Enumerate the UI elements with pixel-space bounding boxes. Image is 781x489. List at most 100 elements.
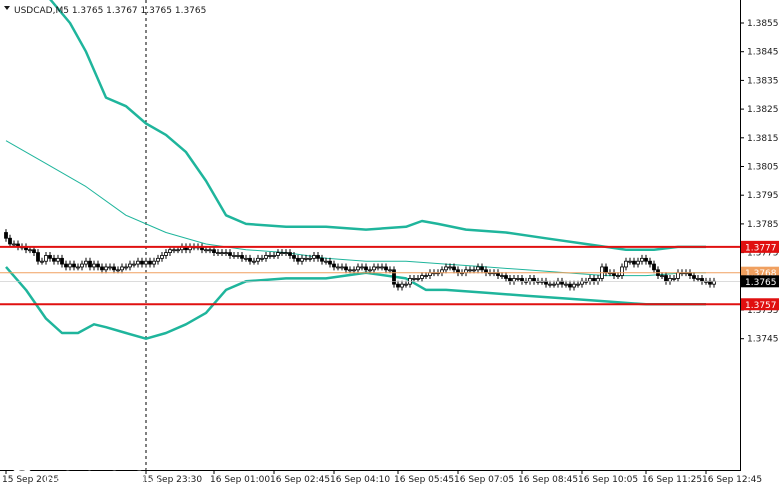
candle-body: [692, 275, 696, 279]
price-tick-label: 1.3745: [747, 335, 779, 345]
level-tag-upper-box: [741, 240, 779, 253]
candle-body: [712, 280, 716, 285]
candle-body: [320, 257, 324, 262]
candle-body: [668, 278, 672, 282]
candle-body: [288, 252, 292, 256]
levels: [0, 245, 740, 306]
time-tick-label: 15 Sep 23:30: [142, 475, 202, 485]
candle-body: [644, 257, 648, 262]
candle-body: [424, 275, 428, 277]
candle-body: [376, 266, 380, 269]
price-tick-label: 1.3835: [747, 76, 779, 86]
candle-body: [36, 252, 40, 262]
candle-body: [708, 280, 712, 285]
candle-body: [576, 283, 580, 286]
candle-body: [304, 257, 308, 260]
candle-body: [592, 278, 596, 282]
candle-body: [88, 260, 92, 268]
candle-body: [116, 269, 120, 272]
candle-body: [292, 255, 296, 259]
candle-body: [264, 255, 268, 259]
candle-body: [204, 249, 208, 252]
price-tick-label: 1.3815: [747, 134, 779, 144]
candle-body: [472, 269, 476, 272]
candle-body: [500, 275, 504, 277]
candle-body: [176, 249, 180, 252]
candle-body: [4, 232, 8, 239]
candle-body: [544, 280, 548, 285]
candle-body: [384, 266, 388, 271]
candle-body: [60, 257, 64, 265]
candle-body: [128, 263, 132, 268]
candle-body: [120, 266, 124, 271]
candle-body: [140, 260, 144, 265]
candle-body: [324, 260, 328, 263]
candle-body: [136, 260, 140, 265]
level-tag-upper-label: 1.3777: [745, 243, 777, 253]
candle-body: [224, 252, 228, 255]
candle-body: [696, 278, 700, 280]
candle-body: [96, 263, 100, 268]
candle-body: [556, 280, 560, 285]
candle-body: [660, 275, 664, 277]
candle-body: [208, 249, 212, 252]
chevron-down-icon[interactable]: [4, 6, 10, 10]
header: USDCAD,M5 1.3765 1.3767 1.3765 1.3765: [4, 6, 206, 16]
candle-body: [360, 266, 364, 269]
logo-tagline: Instant Forex Trading: [44, 474, 160, 487]
price-tick-label: 1.3755: [747, 306, 779, 316]
candle-body: [152, 260, 156, 265]
candle-body: [336, 266, 340, 269]
candle-body: [588, 278, 592, 282]
candle-body: [676, 272, 680, 279]
candle-body: [528, 278, 532, 282]
candle-body: [240, 255, 244, 259]
candle-body: [452, 266, 456, 271]
price-tick-label: 1.3845: [747, 48, 779, 58]
candle-body: [132, 263, 136, 266]
candle-body: [396, 283, 400, 288]
candle-body: [580, 280, 584, 285]
candle-body: [232, 255, 236, 257]
candle-body: [308, 257, 312, 260]
time-tick-label: 16 Sep 04:10: [330, 475, 390, 485]
logo-mark-icon: [12, 452, 33, 468]
candle-body: [604, 266, 608, 274]
candle-body: [248, 257, 252, 262]
candle-body: [348, 269, 352, 272]
candle-body: [560, 280, 564, 285]
candle-body: [316, 255, 320, 259]
candle-body: [356, 266, 360, 271]
candle-body: [616, 275, 620, 277]
candle-body: [552, 283, 556, 286]
time-tick-label: 16 Sep 05:45: [394, 475, 454, 485]
candle-body: [404, 283, 408, 286]
candle-body: [312, 255, 316, 259]
candle-body: [44, 255, 48, 262]
candle-body: [468, 269, 472, 272]
candle-body: [504, 275, 508, 279]
level-tag-lower-box: [741, 298, 779, 311]
time-tick-label: 16 Sep 01:00: [210, 475, 270, 485]
candle-body: [364, 266, 368, 271]
candle-body: [220, 252, 224, 255]
candle-body: [108, 266, 112, 269]
candle-body: [284, 252, 288, 255]
candle-body: [48, 255, 52, 259]
candle-body: [400, 283, 404, 288]
time-tick-label: 16 Sep 07:05: [454, 475, 514, 485]
candle-body: [28, 249, 32, 252]
candle-body: [392, 269, 396, 285]
candle-body: [300, 257, 304, 262]
candle-body: [564, 283, 568, 286]
candle-body: [276, 252, 280, 256]
price-tick-label: 1.3775: [747, 249, 779, 259]
candle-body: [640, 257, 644, 262]
candle-body: [352, 269, 356, 272]
candle-body: [344, 266, 348, 271]
candle-body: [68, 263, 72, 268]
last-price-tag-label: 1.3765: [745, 278, 777, 288]
